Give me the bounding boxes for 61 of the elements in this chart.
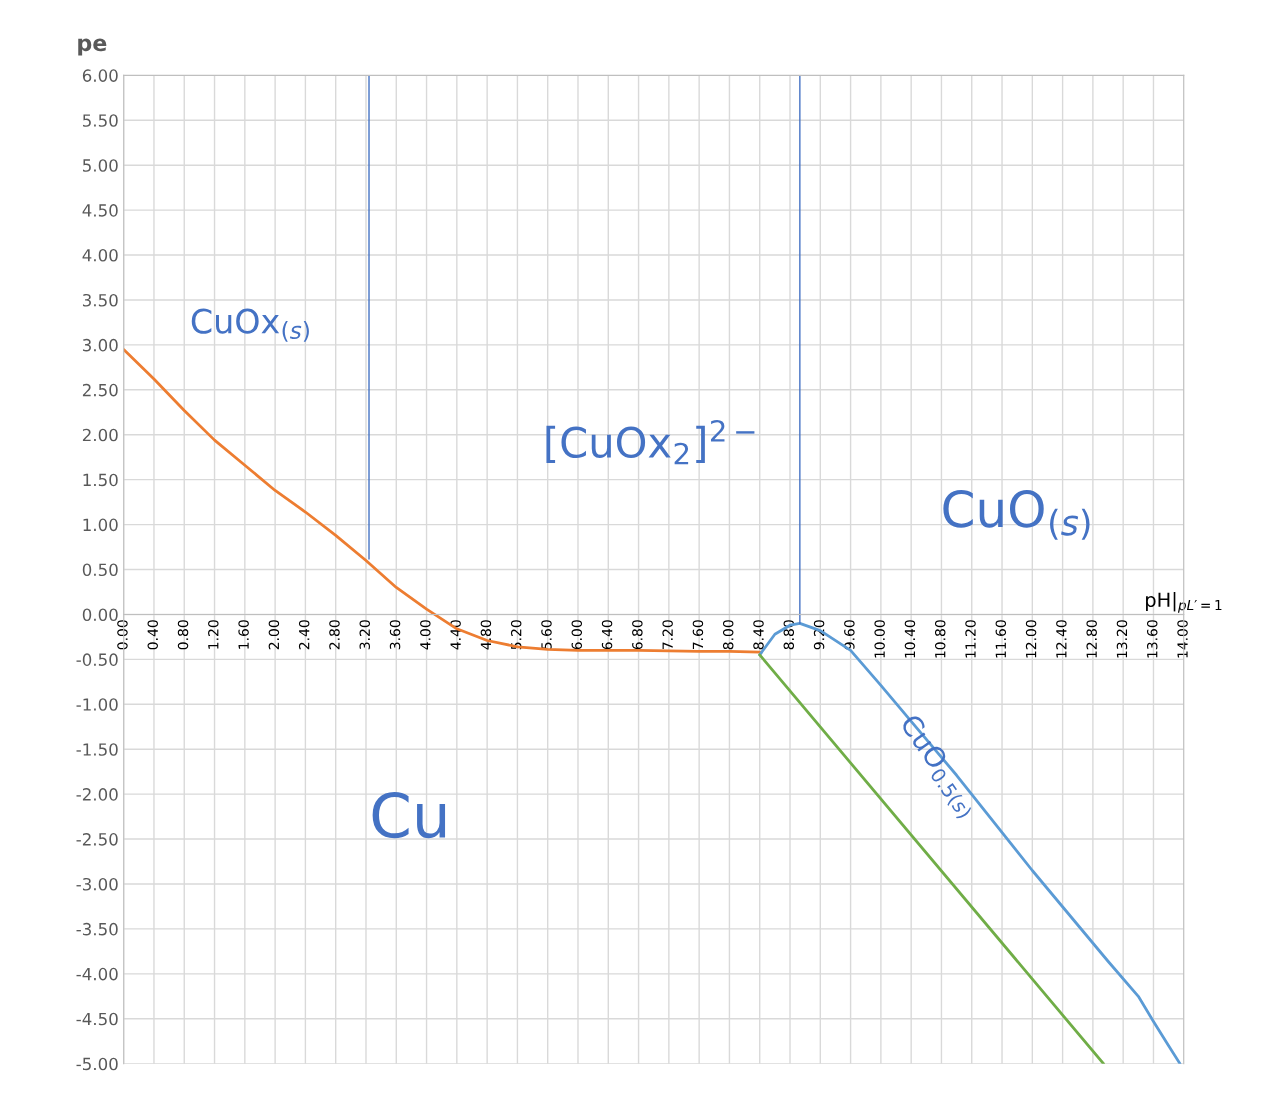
y-tick-label: -4.50 (76, 1012, 118, 1026)
x-tick-label: 0.40 (147, 620, 158, 650)
y-tick-label: 6.00 (82, 69, 118, 82)
x-tick-label: 10.80 (934, 620, 946, 658)
y-axis-title: pe (78, 38, 107, 56)
x-tick-label: 6.40 (601, 620, 613, 650)
y-tick-label: 5.50 (82, 114, 118, 127)
y-tick-label: -2.00 (76, 788, 118, 801)
y-tick-label: 1.50 (83, 473, 118, 487)
x-tick-label: 12.00 (1025, 620, 1037, 658)
y-tick-label: -1.00 (76, 698, 118, 711)
y-tick-label: -2.50 (76, 833, 118, 846)
annotation: CuOx$_{(s)}$ (191, 308, 309, 342)
y-tick-label: -4.00 (76, 967, 118, 981)
y-tick-label: -1.50 (76, 743, 118, 756)
x-tick-label: 11.20 (965, 620, 976, 658)
x-tick-label: 12.80 (1086, 620, 1097, 658)
x-tick-label: 6.00 (571, 620, 583, 650)
x-tick-label: 2.00 (268, 620, 280, 650)
x-tick-label: 12.40 (1056, 620, 1067, 658)
x-tick-label: 4.00 (420, 620, 431, 650)
x-tick-label: 5.60 (541, 620, 552, 650)
x-tick-label: 8.40 (753, 620, 764, 650)
y-tick-label: 4.50 (82, 204, 118, 217)
x-tick-label: 7.60 (692, 620, 704, 650)
annotation: CuO$_{(s)}$ (943, 489, 1090, 540)
x-tick-label: 9.20 (813, 620, 825, 650)
x-tick-label: 10.00 (874, 620, 885, 658)
y-tick-label: -5.00 (76, 1057, 118, 1071)
y-tick-label: -3.50 (76, 922, 118, 936)
annotation: Cu (372, 792, 446, 839)
x-axis-title: pH|$_{pL′=1}$ (1146, 591, 1222, 613)
x-tick-label: 11.60 (995, 620, 1007, 658)
x-tick-label: 8.00 (722, 620, 734, 650)
x-tick-label: 1.60 (238, 620, 249, 649)
x-tick-label: 2.40 (298, 620, 310, 650)
x-tick-label: 1.20 (208, 620, 219, 649)
x-tick-label: 4.80 (480, 620, 492, 650)
y-tick-label: -0.50 (76, 653, 118, 666)
y-tick-label: 3.50 (82, 293, 118, 307)
x-tick-label: 0.80 (177, 620, 189, 650)
y-tick-label: 0.00 (82, 608, 118, 622)
y-tick-label: 2.50 (82, 383, 118, 397)
x-tick-label: 10.40 (904, 620, 916, 658)
annotation: CuO$_{0.5(s)}$ (894, 712, 982, 821)
y-tick-label: 0.50 (82, 563, 118, 577)
y-tick-label: 3.00 (82, 338, 118, 352)
x-tick-label: 14.00 (1177, 620, 1188, 658)
x-tick-label: 3.60 (389, 620, 401, 650)
x-tick-label: 13.20 (1116, 620, 1128, 658)
x-tick-label: 6.80 (632, 620, 643, 650)
annotation: [CuOx$_{2}$]$^{2−}$ (546, 419, 755, 465)
x-tick-label: 2.80 (329, 620, 340, 650)
y-tick-label: -3.00 (76, 877, 118, 891)
y-tick-label: 2.00 (82, 428, 118, 442)
y-tick-label: 5.00 (82, 159, 118, 172)
x-tick-label: 7.20 (662, 620, 673, 650)
x-tick-label: 3.20 (359, 620, 371, 650)
y-tick-label: 1.00 (83, 518, 118, 532)
x-tick-label: 13.60 (1146, 620, 1158, 658)
y-tick-label: 4.00 (82, 249, 118, 262)
